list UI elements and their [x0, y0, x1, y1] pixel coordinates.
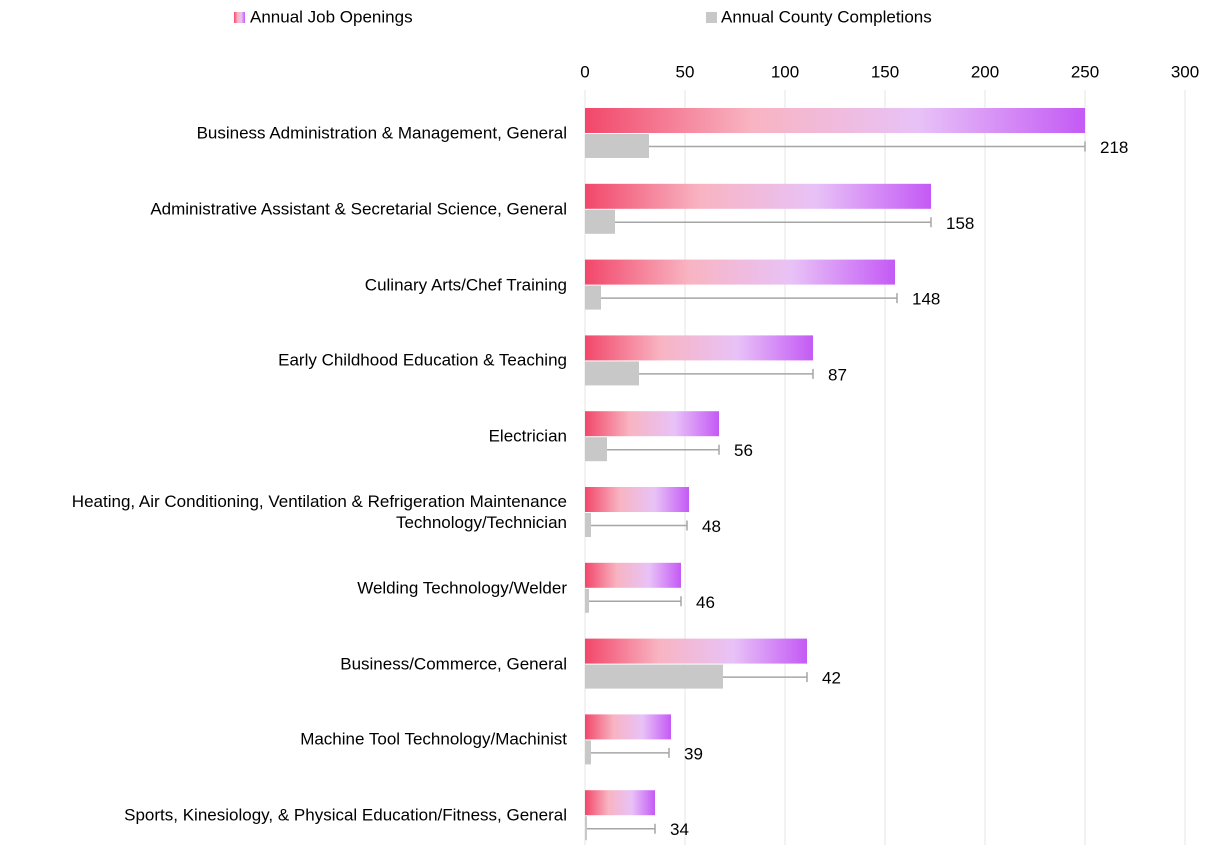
bar: [585, 740, 591, 765]
y-tick-label: Welding Technology/Welder: [357, 578, 567, 598]
error-bar: [615, 217, 932, 228]
x-tick-label: 300: [1171, 62, 1199, 81]
data-label: 48: [702, 517, 721, 536]
bar: [585, 437, 607, 462]
error-bar: [601, 293, 898, 304]
y-tick-label: Heating, Air Conditioning, Ventilation &…: [71, 492, 567, 532]
data-label: 148: [912, 290, 940, 309]
bar: [585, 588, 589, 613]
data-label: 218: [1100, 138, 1128, 157]
bar: [585, 513, 591, 537]
bar: [585, 209, 615, 234]
x-tick-label: 250: [1071, 62, 1099, 81]
data-label: 46: [696, 593, 715, 612]
error-bar: [589, 596, 682, 607]
error-bar: [607, 444, 720, 455]
bar: [585, 714, 671, 740]
error-bar: [591, 747, 670, 758]
bar: [585, 562, 681, 588]
x-tick-label: 150: [871, 62, 899, 81]
data-label: 42: [822, 669, 841, 688]
legend-swatch: [706, 12, 717, 23]
y-tick-label: Administrative Assistant & Secretarial S…: [150, 199, 567, 219]
data-label: 158: [946, 214, 974, 233]
bar: [585, 638, 807, 664]
legend-label: Annual County Completions: [721, 7, 932, 26]
error-bar: [639, 368, 814, 379]
x-tick-label: 0: [580, 62, 589, 81]
y-tick-label: Sports, Kinesiology, & Physical Educatio…: [124, 805, 567, 825]
data-label: 56: [734, 441, 753, 460]
bar: [585, 411, 719, 437]
x-tick-label: 50: [676, 62, 695, 81]
legend-label: Annual Job Openings: [250, 7, 413, 26]
bar: [585, 664, 723, 689]
y-tick-label: Electrician: [488, 426, 567, 446]
bar: [585, 816, 587, 841]
y-tick-label: Business Administration & Management, Ge…: [196, 123, 567, 143]
bar: [585, 487, 689, 512]
data-label: 87: [828, 365, 847, 384]
x-tick-label: 200: [971, 62, 999, 81]
bar: [585, 108, 1085, 133]
bar: [585, 361, 639, 386]
error-bar: [591, 520, 688, 531]
error-bar: [587, 823, 656, 834]
error-bar: [723, 672, 808, 683]
error-bar: [649, 141, 1086, 152]
y-tick-label: Machine Tool Technology/Machinist: [300, 729, 567, 749]
data-label: 34: [670, 820, 689, 839]
x-tick-label: 100: [771, 62, 799, 81]
bar: [585, 259, 895, 285]
bar: [585, 335, 813, 361]
legend-swatch: [234, 12, 245, 23]
bar: [585, 790, 655, 816]
data-label: 39: [684, 744, 703, 763]
bar: [585, 183, 931, 209]
y-tick-label: Business/Commerce, General: [340, 654, 567, 674]
bar: [585, 285, 601, 310]
bar: [585, 134, 649, 158]
y-tick-label: Early Childhood Education & Teaching: [278, 350, 567, 370]
y-tick-label: Culinary Arts/Chef Training: [364, 275, 567, 295]
